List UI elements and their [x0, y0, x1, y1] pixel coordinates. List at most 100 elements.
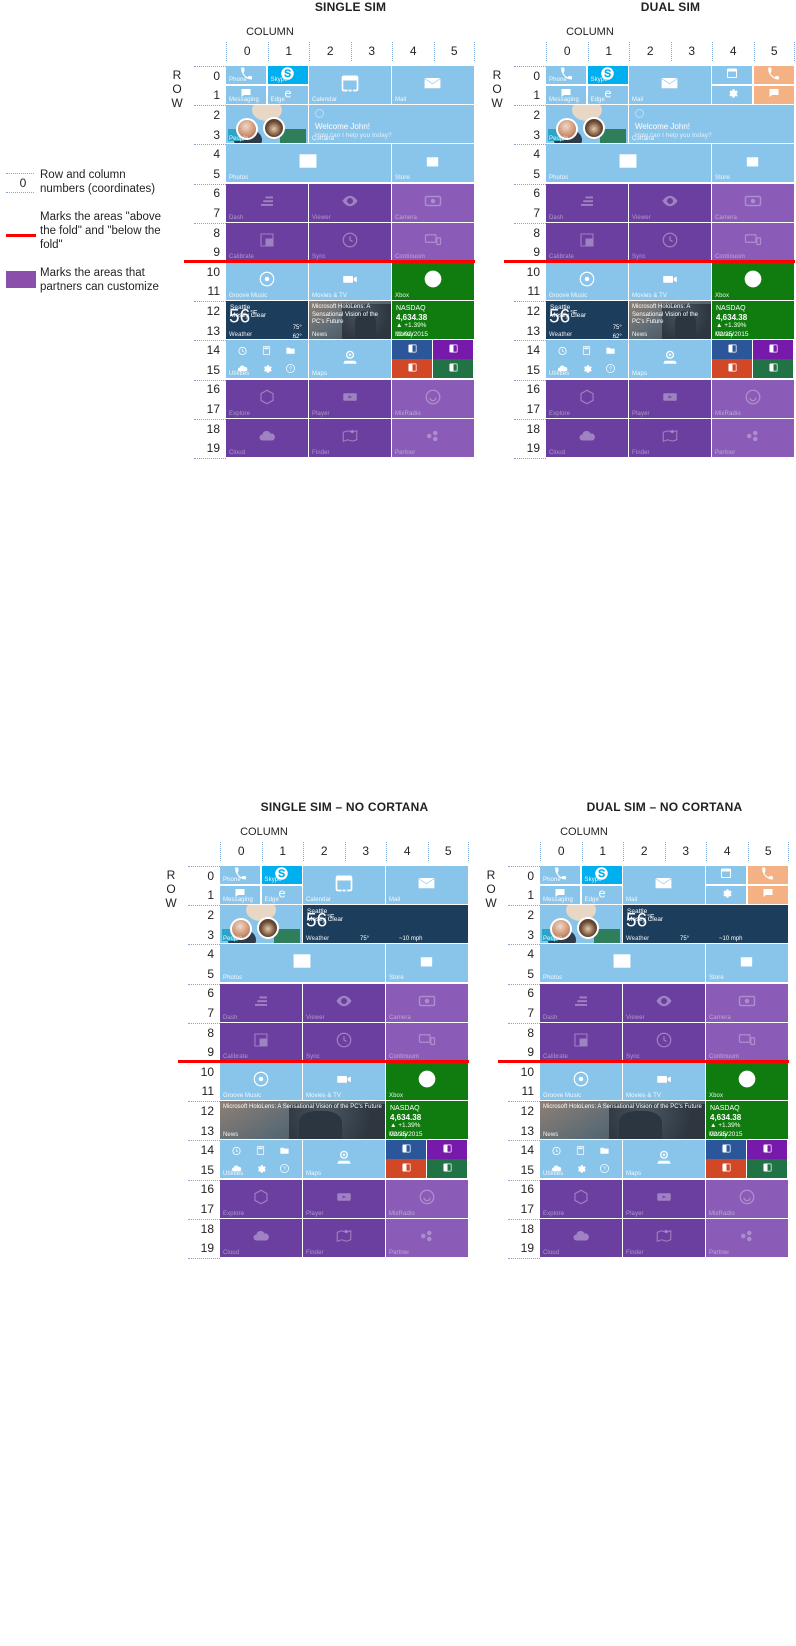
tile-maps[interactable]: Maps	[309, 340, 391, 379]
tile-player[interactable]: Player	[629, 379, 711, 418]
tile-messaging[interactable]: Messaging	[226, 85, 267, 104]
tile-xbox[interactable]: Xbox	[392, 262, 474, 300]
tile-phone-sim2[interactable]	[753, 66, 794, 85]
tile-people[interactable]: People	[220, 905, 302, 944]
tile-xbox[interactable]: Xbox	[386, 1062, 468, 1100]
office-tile-powerpoint[interactable]	[706, 1159, 747, 1178]
office-tile-powerpoint[interactable]	[392, 359, 433, 378]
tile-dash[interactable]: Dash	[540, 983, 622, 1022]
tile-groove-music[interactable]: Groove Music	[546, 262, 628, 300]
tile-utilities[interactable]: ? Utilities	[220, 1140, 302, 1179]
tile-maps[interactable]: Maps	[623, 1140, 705, 1179]
tile-mixradio[interactable]: MixRadio	[386, 1179, 468, 1218]
tile-store[interactable]: Store	[386, 944, 468, 983]
office-tile-word[interactable]	[712, 340, 753, 359]
tile-finder[interactable]: Finder	[309, 418, 391, 457]
tile-messaging-sim2[interactable]	[747, 885, 788, 904]
tile-money[interactable]: NASDAQ 4,634.38 ▲ +1.39% 02/25/2015 Mone…	[386, 1101, 468, 1140]
tile-viewer[interactable]: Viewer	[309, 183, 391, 222]
tile-sync[interactable]: Sync	[303, 1022, 385, 1061]
tile-store[interactable]: Store	[712, 144, 794, 183]
tile-player[interactable]: Player	[623, 1179, 705, 1218]
tile-messaging[interactable]: Messaging	[540, 885, 581, 904]
tile-edge[interactable]: e Edge	[261, 885, 302, 904]
tile-photos[interactable]: Photos	[540, 944, 705, 983]
tile-finder[interactable]: Finder	[623, 1218, 705, 1257]
tile-cloud[interactable]: Cloud	[220, 1218, 302, 1257]
tile-utilities[interactable]: ? Utilities	[546, 340, 628, 379]
tile-money[interactable]: NASDAQ 4,634.38 ▲ +1.39% 02/25/2015 Mone…	[706, 1101, 788, 1140]
tile-calibrate[interactable]: Calibrate	[546, 222, 628, 261]
tile-viewer[interactable]: Viewer	[629, 183, 711, 222]
tile-skype[interactable]: Skype	[587, 66, 628, 85]
tile-continuum[interactable]: Continuum	[706, 1022, 788, 1061]
tile-viewer[interactable]: Viewer	[623, 983, 705, 1022]
tile-skype[interactable]: Skype	[267, 66, 308, 85]
tile-money[interactable]: NASDAQ 4,634.38 ▲ +1.39% 02/25/2015 Mone…	[712, 301, 794, 340]
tile-continuum[interactable]: Continuum	[386, 1022, 468, 1061]
tile-maps[interactable]: Maps	[629, 340, 711, 379]
tile-finder[interactable]: Finder	[629, 418, 711, 457]
office-tile-word[interactable]	[386, 1140, 427, 1159]
tile-calibrate[interactable]: Calibrate	[226, 222, 308, 261]
tile-sync[interactable]: Sync	[629, 222, 711, 261]
tile-photos[interactable]: Photos	[226, 144, 391, 183]
tile-partner[interactable]: Partner	[386, 1218, 468, 1257]
tile-mixradio[interactable]: MixRadio	[706, 1179, 788, 1218]
tile-movies-tv[interactable]: Movies & TV	[629, 262, 711, 300]
tile-explore[interactable]: Explore	[540, 1179, 622, 1218]
tile-player[interactable]: Player	[303, 1179, 385, 1218]
tile-groove-music[interactable]: Groove Music	[540, 1062, 622, 1100]
tile-camera[interactable]: Camera	[706, 983, 788, 1022]
tile-sync[interactable]: Sync	[623, 1022, 705, 1061]
tile-news[interactable]: Microsoft HoloLens: A Sensational Vision…	[309, 301, 391, 340]
tile-explore[interactable]: Explore	[220, 1179, 302, 1218]
tile-cortana[interactable]: Welcome John! How can I help you today? …	[629, 105, 794, 144]
tile-weather[interactable]: Seattle Mostly Clear 56°F 75° 62° Weather	[226, 301, 308, 340]
office-tile-excel[interactable]	[426, 1159, 468, 1178]
tile-messaging-sim2[interactable]	[753, 85, 794, 104]
tile-phone[interactable]: Phone	[546, 66, 587, 85]
tile-people[interactable]: People	[540, 905, 622, 944]
tile-player[interactable]: Player	[309, 379, 391, 418]
tile-messaging[interactable]: Messaging	[546, 85, 587, 104]
tile-continuum[interactable]: Continuum	[392, 222, 474, 261]
tile-mixradio[interactable]: MixRadio	[712, 379, 794, 418]
tile-edge[interactable]: e Edge	[581, 885, 622, 904]
tile-camera[interactable]: Camera	[386, 983, 468, 1022]
tile-calendar[interactable]	[706, 866, 747, 885]
tile-photos[interactable]: Photos	[546, 144, 711, 183]
tile-finder[interactable]: Finder	[303, 1218, 385, 1257]
tile-photos[interactable]: Photos	[220, 944, 385, 983]
tile-people[interactable]: People	[226, 105, 308, 144]
tile-edge[interactable]: e Edge	[267, 85, 308, 104]
office-tile-onenote[interactable]	[432, 340, 474, 359]
tile-news[interactable]: Microsoft HoloLens: A Sensational Vision…	[540, 1101, 705, 1140]
tile-news[interactable]: Microsoft HoloLens: A Sensational Vision…	[220, 1101, 385, 1140]
tile-phone-sim2[interactable]	[747, 866, 788, 885]
tile-camera[interactable]: Camera	[392, 183, 474, 222]
office-tile-onenote[interactable]	[752, 340, 794, 359]
tile-movies-tv[interactable]: Movies & TV	[623, 1062, 705, 1100]
tile-cloud[interactable]: Cloud	[540, 1218, 622, 1257]
tile-settings[interactable]	[706, 885, 747, 904]
office-tile-powerpoint[interactable]	[712, 359, 753, 378]
tile-explore[interactable]: Explore	[546, 379, 628, 418]
office-tile-onenote[interactable]	[426, 1140, 468, 1159]
tile-calibrate[interactable]: Calibrate	[220, 1022, 302, 1061]
tile-utilities[interactable]: ? Utilities	[226, 340, 308, 379]
tile-store[interactable]: Store	[706, 944, 788, 983]
office-tile-powerpoint[interactable]	[386, 1159, 427, 1178]
tile-money[interactable]: NASDAQ 4,634.38 ▲ +1.39% 11/02/2015 Mone…	[392, 301, 474, 340]
tile-phone[interactable]: Phone	[540, 866, 581, 885]
tile-groove-music[interactable]: Groove Music	[226, 262, 308, 300]
tile-partner[interactable]: Partner	[392, 418, 474, 457]
tile-phone[interactable]: Phone	[220, 866, 261, 885]
tile-skype[interactable]: Skype	[261, 866, 302, 885]
tile-calibrate[interactable]: Calibrate	[540, 1022, 622, 1061]
tile-dash[interactable]: Dash	[220, 983, 302, 1022]
tile-settings[interactable]	[712, 85, 753, 104]
tile-dash[interactable]: Dash	[226, 183, 308, 222]
tile-cloud[interactable]: Cloud	[546, 418, 628, 457]
